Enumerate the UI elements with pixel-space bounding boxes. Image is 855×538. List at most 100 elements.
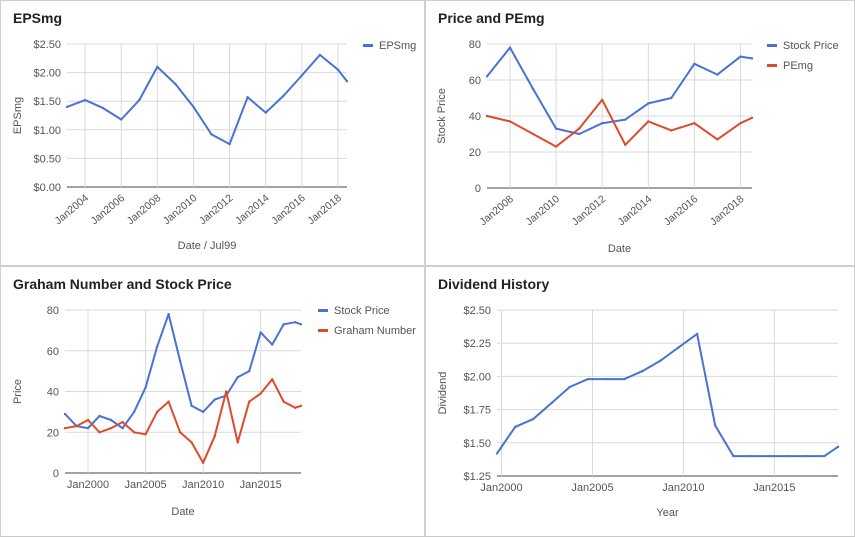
- y-tick-label: $2.25: [463, 338, 491, 350]
- data-point: [578, 127, 581, 130]
- x-tick-label: Jan2016: [269, 192, 308, 227]
- data-point: [836, 445, 840, 448]
- y-tick-label: $0.00: [33, 182, 61, 194]
- data-point: [299, 323, 303, 326]
- legend-swatch: [363, 44, 373, 47]
- data-point: [63, 412, 67, 416]
- data-point: [532, 417, 535, 421]
- data-point: [225, 390, 228, 393]
- x-tick-label: Jan2006: [89, 192, 128, 227]
- data-point: [121, 420, 124, 424]
- data-point: [121, 427, 124, 430]
- data-point: [514, 425, 517, 429]
- data-point: [647, 120, 650, 123]
- data-point: [132, 431, 136, 434]
- data-point: [282, 323, 285, 326]
- data-point: [282, 94, 285, 97]
- data-point: [568, 385, 571, 389]
- data-point: [739, 55, 742, 58]
- x-tick-label: Jan2005: [124, 479, 166, 491]
- x-tick-label: Jan2015: [240, 479, 282, 491]
- chart-panel-epsmg: EPSmg $0.00 $0.50 $1.00 $1.50 $2.00 $2.50 Jan2…: [0, 0, 425, 266]
- data-point: [531, 87, 535, 91]
- x-tick-label: Jan2016: [662, 193, 701, 228]
- data-point: [601, 98, 604, 102]
- legend-label: Stock Price: [334, 305, 390, 317]
- y-tick-label: $0.50: [33, 153, 61, 165]
- data-point: [805, 454, 808, 458]
- data-point: [109, 418, 113, 422]
- data-point: [508, 46, 512, 49]
- data-point: [485, 75, 489, 78]
- data-point: [586, 377, 590, 381]
- data-point: [236, 441, 239, 444]
- data-point: [248, 369, 251, 373]
- x-tick-label: Jan2018: [305, 192, 344, 227]
- data-point: [604, 377, 608, 381]
- data-point: [190, 441, 193, 444]
- data-point: [623, 377, 626, 381]
- data-point: [554, 127, 558, 130]
- legend-swatch: [318, 329, 328, 332]
- data-point: [750, 57, 754, 60]
- x-tick-label: Jan2010: [182, 479, 224, 491]
- data-point: [228, 142, 231, 146]
- data-point: [246, 96, 249, 99]
- x-tick-label: Jan2000: [480, 482, 522, 494]
- data-point: [264, 111, 267, 114]
- y-tick-label: 40: [47, 387, 59, 399]
- y-tick-label: $2.50: [33, 39, 61, 51]
- y-tick-label: $1.75: [463, 405, 491, 417]
- series-line-graham-number: [64, 378, 302, 464]
- data-point: [294, 321, 297, 324]
- data-point: [693, 122, 696, 125]
- data-point: [336, 68, 340, 71]
- data-point: [213, 398, 216, 401]
- data-point: [282, 400, 285, 403]
- data-point: [693, 62, 696, 65]
- data-point: [259, 331, 262, 334]
- data-point: [101, 106, 105, 110]
- data-point: [83, 98, 87, 102]
- data-point: [714, 424, 717, 427]
- series-line-pemg: [486, 98, 753, 148]
- legend-swatch: [767, 44, 777, 47]
- x-tick-label: Jan2010: [662, 482, 704, 494]
- y-axis-label: EPSmg: [12, 97, 24, 134]
- x-axis-label: Date: [608, 243, 631, 255]
- data-point: [75, 424, 78, 428]
- data-point: [624, 143, 627, 146]
- series-line-stock-price: [64, 313, 302, 430]
- y-tick-label: 60: [469, 75, 481, 87]
- data-point: [677, 346, 681, 349]
- x-axis-label: Year: [656, 507, 679, 519]
- chart-title: Price and PEmg: [438, 10, 545, 26]
- y-tick-label: 20: [469, 147, 481, 159]
- y-tick-label: 20: [47, 427, 59, 439]
- data-point: [271, 343, 274, 346]
- data-point: [213, 435, 216, 438]
- data-point: [138, 98, 141, 102]
- x-tick-label: Jan2008: [125, 192, 164, 227]
- data-point: [695, 332, 699, 336]
- data-point: [63, 427, 67, 430]
- data-point: [750, 116, 754, 120]
- x-tick-label: Jan2015: [753, 482, 795, 494]
- x-tick-label: Jan2005: [571, 482, 613, 494]
- data-point: [554, 145, 558, 148]
- legend-label: Stock Price: [783, 40, 839, 52]
- data-point: [768, 454, 771, 458]
- x-tick-label: Jan2010: [161, 192, 200, 227]
- y-tick-label: 40: [469, 111, 481, 123]
- chart-epsmg: $0.00$0.50$1.00$1.50$2.00$2.50Jan2004Jan…: [12, 39, 416, 252]
- legend-label: EPSmg: [379, 40, 416, 52]
- series-line-epsmg: [66, 53, 348, 146]
- y-tick-label: 0: [53, 468, 59, 480]
- data-point: [550, 401, 553, 405]
- data-point: [345, 80, 349, 83]
- data-point: [178, 431, 182, 434]
- data-point: [190, 404, 193, 407]
- data-point: [201, 410, 205, 414]
- y-tick-label: 80: [469, 39, 481, 51]
